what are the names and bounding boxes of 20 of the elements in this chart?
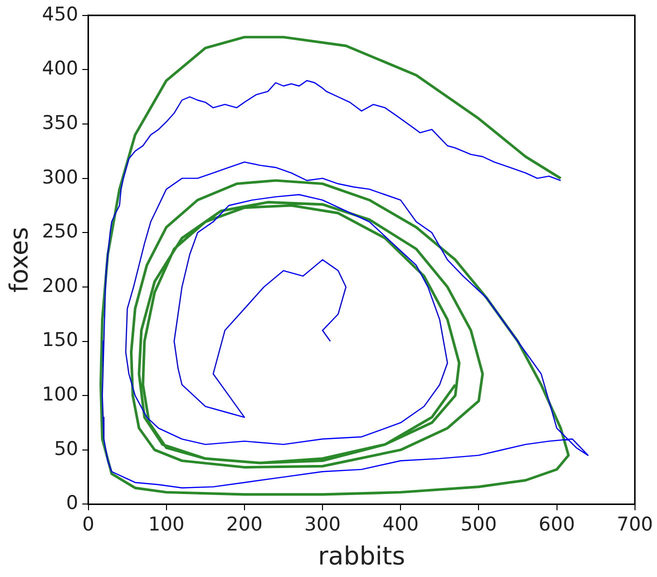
- y-axis-title: foxes: [4, 226, 34, 293]
- y-tick-label: 300: [42, 166, 78, 188]
- y-tick-label: 50: [54, 438, 78, 460]
- x-tick-label: 600: [538, 514, 575, 536]
- x-tick-label: 200: [226, 514, 263, 536]
- x-tick-label: 700: [616, 514, 653, 536]
- y-tick-label: 350: [42, 112, 78, 134]
- x-tick-label: 0: [82, 514, 94, 536]
- y-tick-label: 0: [66, 492, 78, 514]
- y-tick-label: 450: [42, 3, 78, 26]
- x-tick-label: 400: [382, 514, 419, 536]
- y-tick-label: 250: [42, 220, 78, 243]
- y-tick-label: 150: [42, 329, 78, 352]
- y-tick-label: 100: [42, 384, 78, 406]
- x-tick-label: 100: [148, 514, 184, 536]
- x-tick-label: 500: [460, 514, 497, 536]
- y-tick-label: 400: [42, 58, 78, 80]
- y-tick-label: 200: [42, 274, 78, 297]
- x-tick-label: 300: [304, 514, 341, 536]
- x-axis-title: rabbits: [318, 542, 406, 570]
